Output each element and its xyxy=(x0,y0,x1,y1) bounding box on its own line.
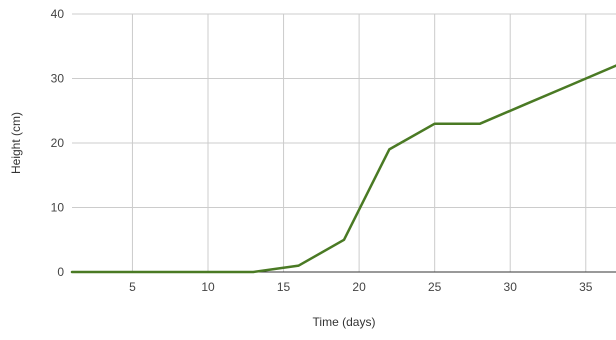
x-tick-label: 30 xyxy=(504,280,518,294)
y-axis-ticks: 0 10 20 30 40 xyxy=(51,7,65,279)
x-axis-ticks: 5 10 15 20 25 30 35 xyxy=(129,280,593,294)
grid-lines xyxy=(72,13,616,272)
series-group xyxy=(70,64,616,274)
x-tick-label: 10 xyxy=(201,280,215,294)
y-axis-label: Height (cm) xyxy=(9,112,23,174)
y-tick-label: 0 xyxy=(57,265,64,279)
x-axis-label: Time (days) xyxy=(313,315,376,329)
y-tick-label: 40 xyxy=(51,7,65,21)
x-tick-label: 5 xyxy=(129,280,136,294)
y-tick-label: 20 xyxy=(51,136,65,150)
x-tick-label: 35 xyxy=(579,280,593,294)
x-tick-label: 20 xyxy=(352,280,366,294)
y-tick-label: 30 xyxy=(51,72,65,86)
x-tick-label: 15 xyxy=(277,280,291,294)
y-tick-label: 10 xyxy=(51,201,65,215)
series-line xyxy=(70,64,616,274)
x-tick-label: 25 xyxy=(428,280,442,294)
